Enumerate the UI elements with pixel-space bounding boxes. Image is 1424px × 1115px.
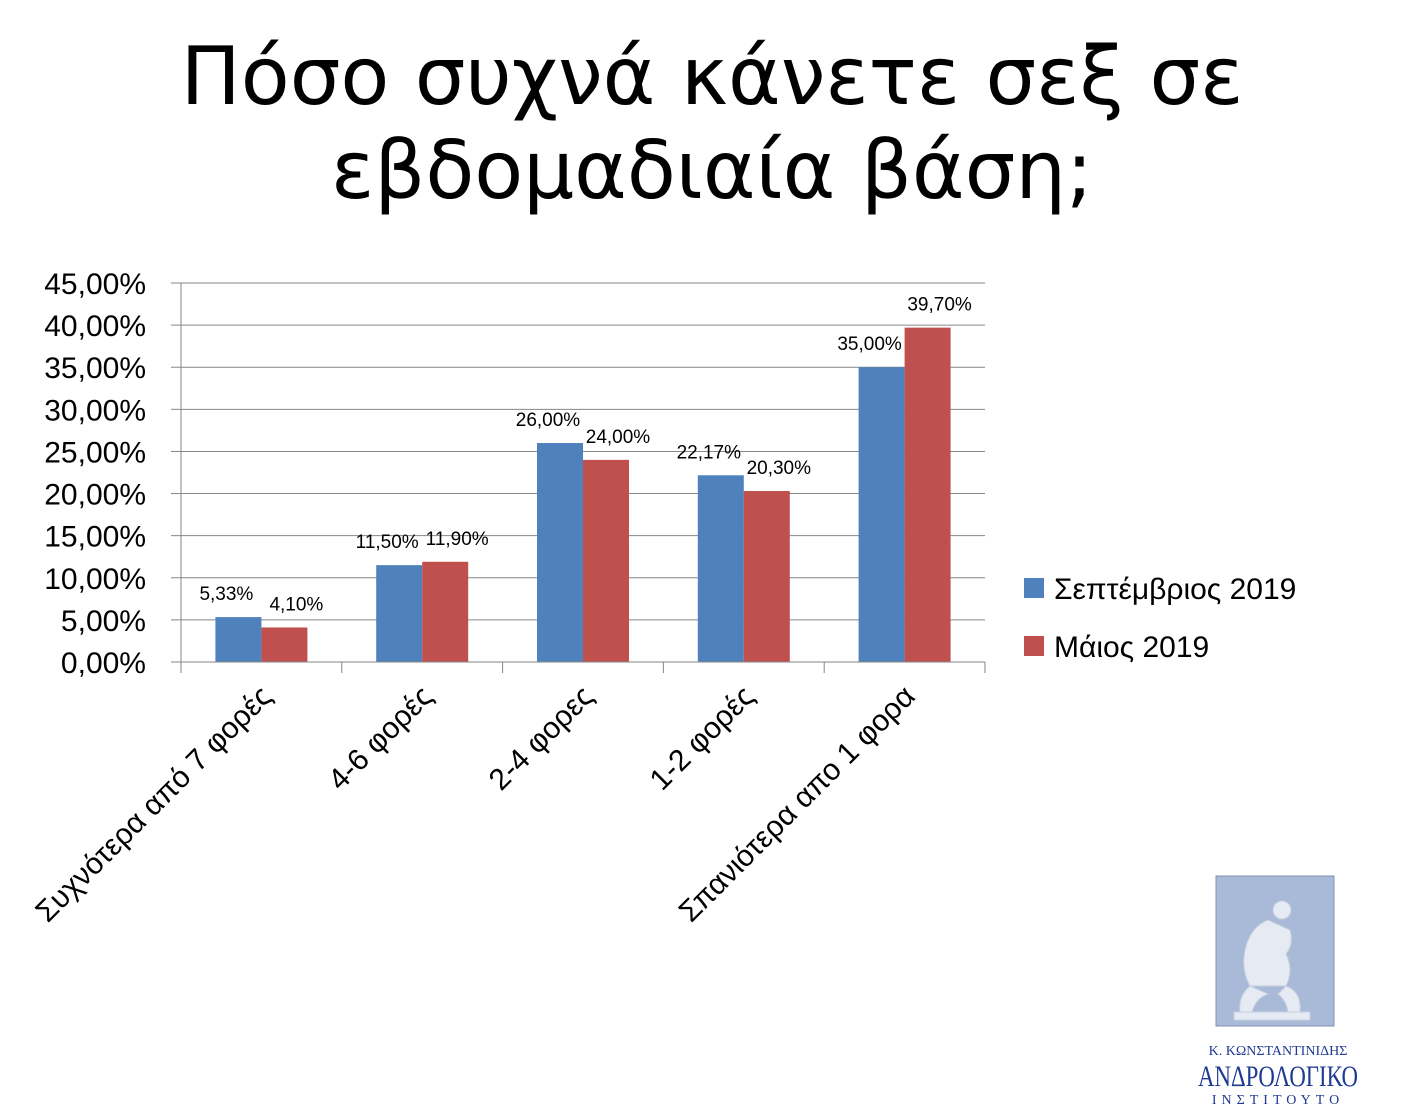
slide-title: Πόσο συχνά κάνετε σεξ σε εβδομαδιαία βάσ…: [0, 30, 1424, 218]
bar: [215, 617, 262, 662]
data-label: 20,30%: [747, 458, 812, 479]
bar: [904, 327, 951, 662]
logo-sub-line: ΙΝΣΤΙΤΟΥΤΟ: [1212, 1093, 1344, 1108]
y-tick-label: 20,00%: [44, 479, 146, 512]
title-line-1: Πόσο συχνά κάνετε σεξ σε: [180, 30, 1244, 123]
data-label: 26,00%: [516, 410, 581, 431]
logo-name-line: Κ. ΚΩΝΣΤΑΝΤΙΝΙΔΗΣ: [1209, 1044, 1348, 1059]
y-tick-label: 35,00%: [44, 352, 146, 385]
bar: [583, 459, 629, 662]
bar: [261, 627, 308, 662]
bars: 5,33% 4,10% 11,50% 11,90% 26,00%24,00% 22,17%…: [199, 295, 972, 662]
bar: [697, 475, 744, 662]
legend-entry[interactable]: Μάιος 2019: [1054, 631, 1209, 664]
logo-main-line: ΑΝΔΡΟΛΟΓΙΚΟ: [1198, 1060, 1358, 1093]
y-tick-label: 30,00%: [44, 394, 146, 427]
bar: [537, 443, 583, 662]
data-label: 4,10%: [269, 594, 323, 615]
y-tick-label: 0,00%: [61, 647, 146, 680]
data-label: 39,70%: [907, 295, 972, 316]
legend-swatch[interactable]: [1024, 636, 1044, 656]
y-tick-label: 5,00%: [61, 605, 146, 638]
legend-swatch[interactable]: [1024, 578, 1044, 598]
y-tick-label: 40,00%: [44, 310, 146, 343]
data-label: 11,90%: [426, 529, 489, 550]
y-tick-label: 25,00%: [44, 436, 146, 469]
x-category-label: 2-4 φορες: [483, 680, 600, 797]
bar: [376, 565, 423, 662]
x-category-label: Συχνότερα από 7 φορές: [29, 680, 278, 929]
data-label: 11,50%: [356, 532, 419, 553]
data-label: 22,17%: [677, 442, 742, 463]
bar: [858, 367, 905, 662]
title-line-2: εβδομαδιαία βάση;: [331, 124, 1093, 217]
x-category-label: 1-2 φορές: [644, 680, 761, 797]
legend[interactable]: Σεπτέμβριος 2019 Μάιος 2019: [1024, 573, 1296, 664]
y-tick-label: 45,00%: [44, 268, 146, 301]
data-label: 5,33%: [199, 584, 253, 605]
bar: [422, 561, 469, 662]
y-tick-label: 10,00%: [44, 563, 146, 596]
y-tick-label: 15,00%: [44, 521, 146, 554]
thinker-statue-icon: [1233, 900, 1311, 1021]
x-category-label: 4-6 φορές: [322, 680, 439, 797]
institute-logo: Κ. ΚΩΝΣΤΑΝΤΙΝΙΔΗΣ ΑΝΔΡΟΛΟΓΙΚΟ ΙΝΣΤΙΤΟΥΤΟ: [1190, 874, 1370, 1110]
legend-entry[interactable]: Σεπτέμβριος 2019: [1054, 573, 1296, 606]
data-label: 35,00%: [837, 334, 902, 355]
bar: [743, 491, 790, 662]
data-label: 24,00%: [586, 427, 651, 448]
